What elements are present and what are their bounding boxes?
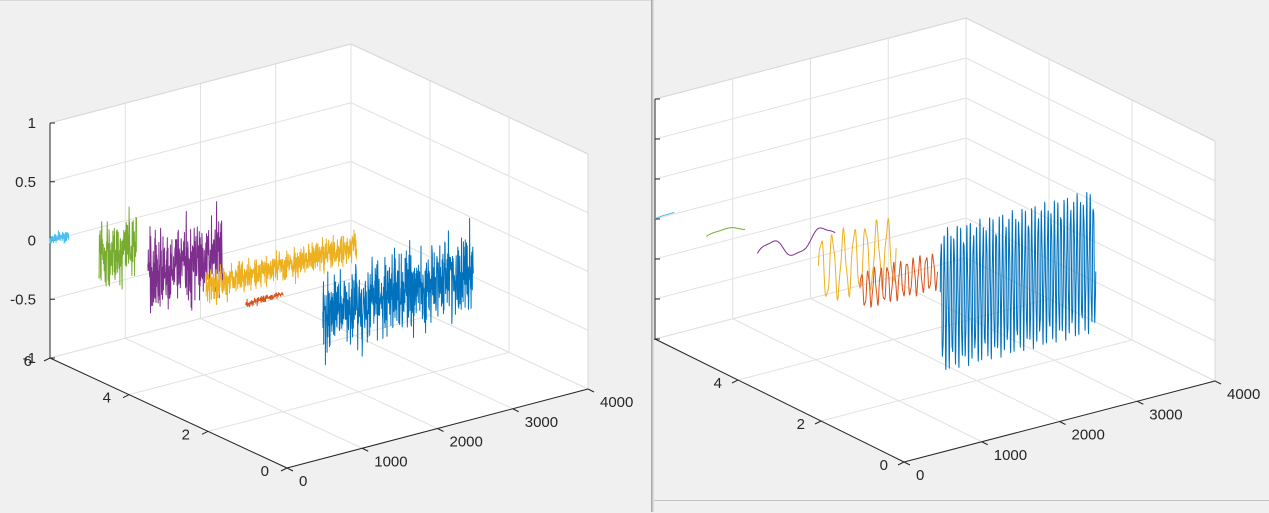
x-tick-mark <box>1214 380 1222 385</box>
z-tick-label: 0 <box>28 233 36 250</box>
grid-x-floor <box>275 298 513 410</box>
y-tick-label: 0 <box>880 457 888 474</box>
box-edge <box>350 43 589 155</box>
series-line-y1 <box>939 192 1097 371</box>
y-tick-mark <box>814 420 822 425</box>
x-tick-mark <box>903 461 911 466</box>
x-tick-mark <box>1137 400 1144 405</box>
x-tick-label: 3000 <box>1149 406 1182 423</box>
grid-x-floor <box>888 277 1138 402</box>
x-tick-label: 2000 <box>1072 427 1105 444</box>
grid-x-floor <box>200 318 438 429</box>
series-line-y2 <box>859 253 939 308</box>
y-tick-mark <box>201 430 209 435</box>
y-tick-label: 4 <box>103 390 111 407</box>
plot3-noise-chart[interactable]: 0 1000 2000 3000 4000 0 2 4 6-1 -0.5 0 0.5 1 <box>0 1 652 513</box>
grid-x-floor <box>810 298 1060 422</box>
grid-z-sidewall <box>965 57 1216 182</box>
grid-y-floor <box>820 339 1133 422</box>
y-tick-mark <box>122 394 130 399</box>
series-line-y4 <box>147 201 224 314</box>
x-tick-mark <box>437 428 444 432</box>
x-tick-mark <box>981 441 988 446</box>
x-tick-label: 4000 <box>600 394 633 411</box>
y-tick-mark <box>731 379 739 384</box>
grid-y-floor <box>207 351 510 432</box>
grid-x-floor <box>732 318 982 443</box>
y-axis-line <box>654 338 905 463</box>
x-tick-label: 1000 <box>374 453 407 470</box>
grid-z-sidewall <box>350 102 589 214</box>
series-line-y5 <box>98 206 137 290</box>
y-tick-mark <box>897 461 905 466</box>
series-line-y4 <box>756 227 836 256</box>
z-tick-label: -1 <box>23 350 36 367</box>
x-tick-mark <box>587 388 595 393</box>
grid-z-backwall <box>654 177 967 260</box>
grid-y-floor <box>128 315 431 396</box>
box-edge <box>965 17 1216 142</box>
series-line-y6 <box>654 211 675 220</box>
grid-z-backwall <box>654 57 967 140</box>
y-tick-label: 4 <box>714 375 722 392</box>
x-tick-mark <box>1059 421 1066 425</box>
z-tick-label: 0.5 <box>15 174 36 191</box>
grid-z-backwall <box>49 161 352 241</box>
figure-right-bottom-edge <box>654 500 1269 501</box>
y-axis-line <box>49 357 288 469</box>
grid-z-backwall <box>654 97 967 180</box>
box-edge <box>654 17 967 100</box>
x-tick-label: 2000 <box>450 434 483 451</box>
z-tick-label: 1 <box>28 115 36 132</box>
y-tick-label: 0 <box>261 463 269 480</box>
y-tick-mark <box>43 357 51 362</box>
series-line-y3 <box>205 229 358 306</box>
y-tick-label: 2 <box>182 426 190 443</box>
x-tick-mark <box>286 467 294 472</box>
y-tick-label: 6 <box>24 353 32 370</box>
x-tick-label: 0 <box>916 467 924 484</box>
x-tick-label: 3000 <box>525 414 558 431</box>
series-line-y2 <box>245 291 284 308</box>
grid-z-backwall <box>654 217 967 300</box>
series-line-y3 <box>817 217 897 301</box>
y-tick-label: 2 <box>797 416 805 433</box>
series-line-y5 <box>705 227 746 237</box>
z-tick-label: -0.5 <box>10 291 36 308</box>
box-edge <box>49 43 352 124</box>
grid-x-floor <box>125 337 363 449</box>
window-divider[interactable] <box>651 0 654 512</box>
y-tick-mark <box>280 467 288 472</box>
grid-z-backwall <box>654 137 967 220</box>
grid-z-sidewall <box>965 97 1216 222</box>
grid-z-sidewall <box>350 161 589 272</box>
grid-z-backwall <box>49 102 352 183</box>
y-tick-mark <box>654 338 656 341</box>
series-line-y6 <box>49 230 70 245</box>
x-tick-mark <box>362 447 369 452</box>
x-tick-label: 1000 <box>994 447 1027 464</box>
grid-z-backwall <box>49 278 352 359</box>
x-tick-label: 4000 <box>1227 386 1260 403</box>
x-tick-label: 0 <box>299 473 307 490</box>
grid-z-sidewall <box>965 257 1216 382</box>
figure-left: 0 1000 2000 3000 4000 0 2 4 6 -1 -0.5 0 0.5 1 <box>0 0 652 513</box>
x-tick-mark <box>512 408 519 413</box>
series-line-y1 <box>322 217 474 366</box>
